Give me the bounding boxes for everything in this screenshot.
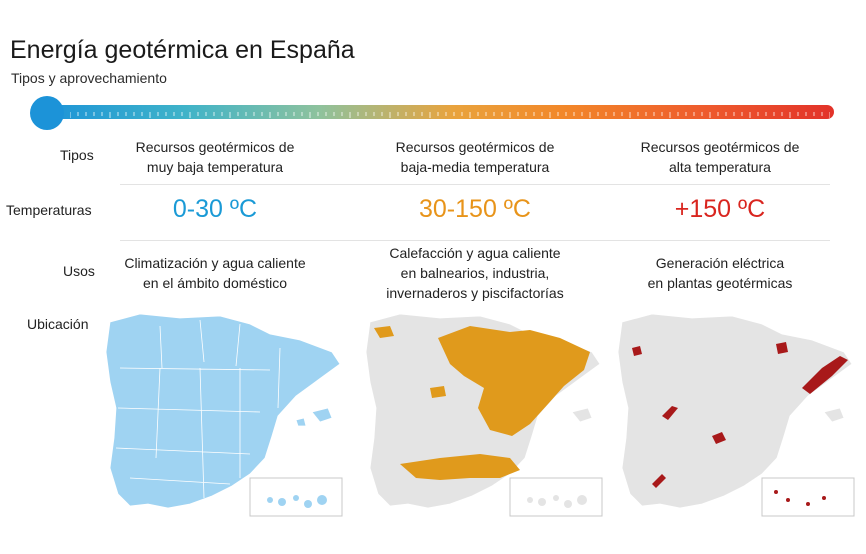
usos-low-line2: en el ámbito doméstico — [143, 275, 287, 291]
tipo-low-line1: Recursos geotérmicos de — [135, 139, 295, 155]
tipo-high-line2: alta temperatura — [669, 159, 771, 175]
scale-knob — [30, 96, 64, 130]
page-subtitle: Tipos y aprovechamiento — [11, 70, 167, 86]
tipo-high-line1: Recursos geotérmicos de — [640, 139, 800, 155]
tipo-medium: Recursos geotérmicos de baja-media tempe… — [365, 137, 585, 177]
page-title: Energía geotérmica en España — [10, 36, 355, 64]
usos-low: Climatización y agua caliente en el ámbi… — [95, 253, 335, 293]
canary-islands-box — [249, 477, 343, 517]
row-label-ubicacion: Ubicación — [27, 316, 89, 332]
temperature-medium: 30-150 ºC — [419, 195, 531, 223]
tipo-medium-line2: baja-media temperatura — [400, 159, 550, 175]
usos-medium-line2: en balnearios, industria, — [400, 265, 550, 281]
usos-medium-line1: Calefacción y agua caliente — [389, 245, 561, 261]
tipo-medium-line1: Recursos geotérmicos de — [395, 139, 555, 155]
temperature-high: +150 ºC — [674, 195, 766, 223]
divider — [120, 184, 830, 185]
row-label-temperaturas: Temperaturas — [6, 202, 92, 218]
tipo-low: Recursos geotérmicos de muy baja tempera… — [105, 137, 325, 177]
spain-map — [617, 313, 853, 509]
usos-high-line2: en plantas geotérmicas — [647, 275, 793, 291]
usos-high: Generación eléctrica en plantas geotérmi… — [600, 253, 840, 293]
scale-ticks — [70, 112, 830, 118]
spain-map — [105, 313, 341, 509]
usos-high-line1: Generación eléctrica — [655, 255, 785, 271]
usos-low-line1: Climatización y agua caliente — [124, 255, 306, 271]
map-low-temperature — [100, 308, 350, 523]
canary-islands-box — [761, 477, 855, 517]
temperature-scale — [30, 96, 836, 132]
canary-islands — [774, 490, 826, 506]
canary-islands — [527, 495, 587, 508]
map-medium-temperature — [360, 308, 610, 523]
usos-medium: Calefacción y agua caliente en balneario… — [355, 243, 595, 303]
row-label-usos: Usos — [63, 263, 95, 279]
canary-islands — [267, 495, 327, 508]
tipo-low-line2: muy baja temperatura — [146, 159, 284, 175]
tipo-high: Recursos geotérmicos de alta temperatura — [610, 137, 830, 177]
temperature-low: 0-30 ºC — [172, 195, 258, 223]
map-high-temperature — [612, 308, 862, 523]
row-label-tipos: Tipos — [60, 147, 94, 163]
high-resource-areas — [632, 342, 848, 488]
usos-medium-line3: invernaderos y piscifactorías — [386, 285, 564, 301]
divider — [120, 240, 830, 241]
medium-resource-areas — [374, 326, 590, 480]
canary-islands-box — [509, 477, 603, 517]
